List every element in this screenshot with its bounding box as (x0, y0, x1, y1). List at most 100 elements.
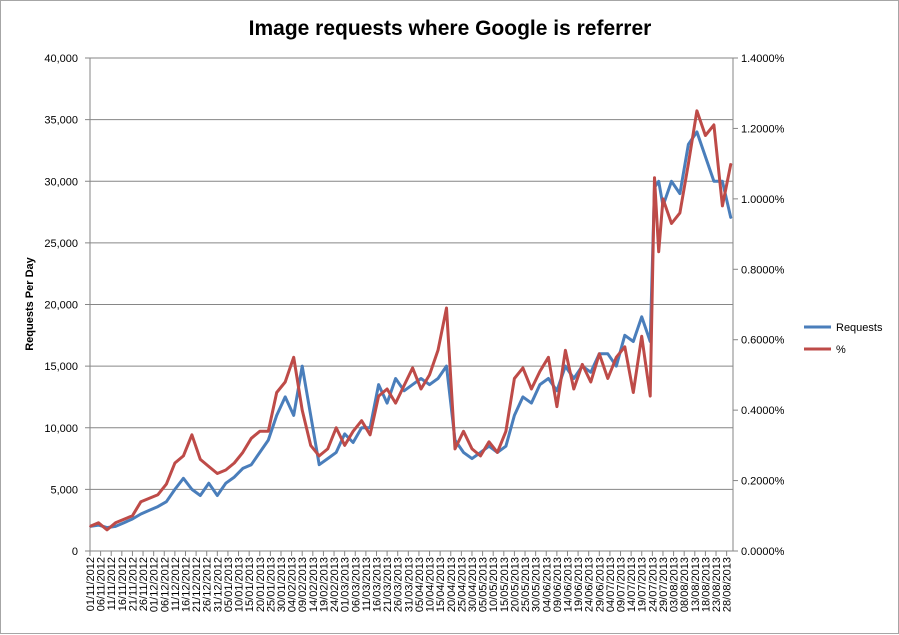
data-point (679, 192, 681, 195)
data-point (623, 345, 626, 348)
data-point (420, 377, 422, 380)
x-tick-label: 01/03/2013 (340, 557, 352, 612)
data-point (437, 377, 439, 380)
x-tick-label: 30/01/2013 (276, 557, 288, 612)
data-point (522, 367, 524, 369)
x-tick-label: 24/06/2013 (584, 557, 596, 612)
data-point (606, 353, 609, 355)
data-point (275, 391, 278, 394)
data-point (479, 455, 482, 457)
data-point (275, 414, 278, 417)
gridlines (90, 57, 733, 490)
x-tick-label: 18/08/2013 (700, 557, 712, 612)
data-point (301, 409, 304, 411)
data-point (513, 414, 516, 417)
data-point (258, 451, 261, 454)
data-point (208, 465, 210, 468)
x-tick-label: 26/11/2012 (138, 557, 150, 611)
x-tick-label: 25/01/2013 (265, 557, 277, 612)
data-point (420, 388, 422, 390)
x-tick-label: 31/12/2012 (212, 557, 224, 612)
data-point (225, 482, 227, 485)
data-point (250, 437, 253, 440)
data-point (573, 377, 575, 380)
x-tick-label: 06/03/2013 (350, 557, 362, 612)
data-point (687, 143, 690, 146)
data-point (394, 377, 397, 380)
legend-label: % (836, 344, 846, 356)
data-point (513, 377, 516, 380)
data-point (97, 522, 100, 524)
data-point (267, 430, 270, 433)
x-tick-label: 01/11/2012 (85, 557, 97, 611)
y-tick-label: 5,000 (50, 484, 78, 496)
chart-title: Image requests where Google is referrer (249, 17, 652, 40)
x-tick-label: 09/02/2013 (297, 557, 309, 612)
data-point (547, 356, 550, 359)
data-point (335, 426, 337, 429)
data-point (488, 441, 490, 443)
data-point (411, 383, 414, 386)
legend: Requests% (804, 322, 883, 356)
y-tick-label: 15,000 (44, 361, 78, 373)
data-point (165, 483, 168, 485)
data-point (713, 180, 715, 183)
data-point (165, 500, 168, 503)
x-tick-label: 04/07/2013 (605, 557, 617, 612)
y2-tick-label: 1.2000% (741, 123, 785, 135)
data-point (530, 402, 533, 404)
data-point (462, 430, 465, 433)
data-point (471, 448, 473, 450)
data-point (547, 377, 550, 380)
x-tick-label: 20/04/2013 (446, 557, 458, 612)
y2-tick-label: 0.8000% (741, 264, 785, 276)
data-point (233, 476, 236, 478)
data-point (590, 371, 592, 374)
x-tick-label: 23/08/2013 (711, 557, 723, 612)
data-point (386, 402, 388, 404)
data-point (208, 482, 210, 485)
x-tick-label: 19/02/2013 (318, 557, 330, 612)
data-point (284, 396, 287, 398)
data-point (309, 444, 312, 447)
data-point (241, 451, 244, 454)
data-point (730, 162, 732, 165)
x-axis-ticks: 01/11/201206/11/201211/11/201216/11/2012… (85, 551, 734, 612)
data-point (445, 365, 448, 367)
x-tick-label: 14/07/2013 (626, 557, 638, 612)
data-point (343, 444, 346, 447)
data-point (148, 497, 151, 499)
data-point (199, 494, 202, 497)
x-tick-label: 03/08/2013 (669, 557, 681, 612)
data-point (360, 419, 363, 422)
data-point (403, 389, 405, 392)
x-tick-label: 21/03/2013 (382, 557, 394, 612)
data-point (377, 383, 380, 386)
data-point (704, 134, 707, 137)
data-point (522, 396, 524, 398)
data-point (657, 250, 660, 253)
data-point (335, 451, 337, 454)
series-line-2 (89, 109, 733, 532)
data-point (343, 433, 346, 435)
x-tick-label: 21/12/2012 (191, 557, 203, 612)
x-tick-label: 10/01/2013 (234, 557, 246, 612)
data-point (352, 441, 354, 444)
x-tick-label: 26/12/2012 (202, 557, 214, 612)
data-point (615, 356, 618, 359)
x-tick-label: 24/07/2013 (647, 557, 659, 612)
legend-label: Requests (836, 322, 883, 334)
x-tick-label: 09/06/2013 (552, 557, 564, 612)
x-tick-label: 20/01/2013 (255, 557, 267, 612)
x-tick-label: 06/11/2012 (96, 557, 108, 611)
data-point (471, 457, 473, 460)
data-point (649, 395, 652, 397)
y-tick-label: 35,000 (44, 115, 78, 127)
series-lines (89, 109, 733, 532)
y2-tick-label: 0.2000% (741, 476, 785, 488)
y-tick-label: 40,000 (44, 53, 78, 65)
x-tick-label: 11/12/2012 (170, 557, 182, 611)
data-point (140, 513, 142, 515)
x-tick-label: 20/05/2013 (509, 557, 521, 612)
